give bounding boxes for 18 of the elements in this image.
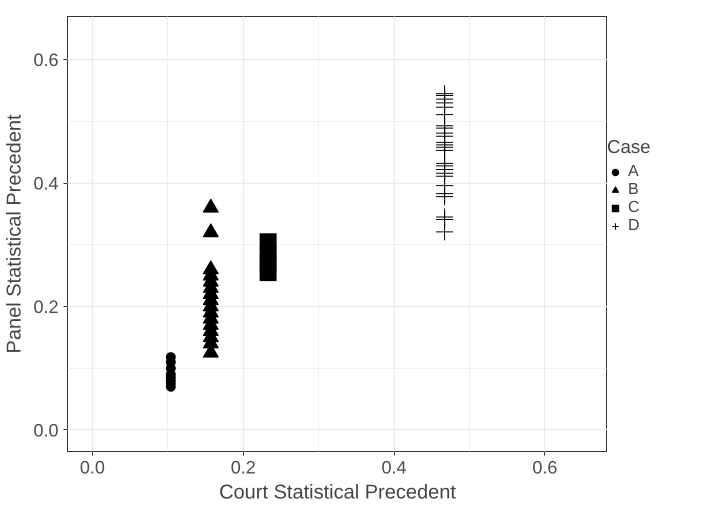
x-tick-label: 0.2	[230, 458, 256, 478]
x-axis-title: Court Statistical Precedent	[219, 482, 456, 504]
x-tick-label: 0.4	[382, 458, 407, 478]
x-tick-label: 0.0	[80, 458, 105, 478]
y-tick-label: 0.6	[33, 50, 59, 70]
point	[436, 188, 454, 206]
point	[436, 222, 454, 241]
y-tick-label: 0.0	[33, 420, 59, 440]
y-axis-title: Panel Statistical Precedent	[3, 114, 26, 354]
point	[260, 233, 277, 250]
legend-label: A	[628, 163, 640, 181]
x-tick-label: 0.6	[532, 458, 558, 478]
legend-label: B	[628, 181, 640, 199]
y-tick-label: 0.4	[33, 174, 59, 194]
legend-label: C	[628, 199, 641, 217]
legend-label: D	[628, 217, 641, 235]
y-tick-label: 0.2	[33, 297, 59, 317]
legend-title: Case	[607, 136, 651, 158]
